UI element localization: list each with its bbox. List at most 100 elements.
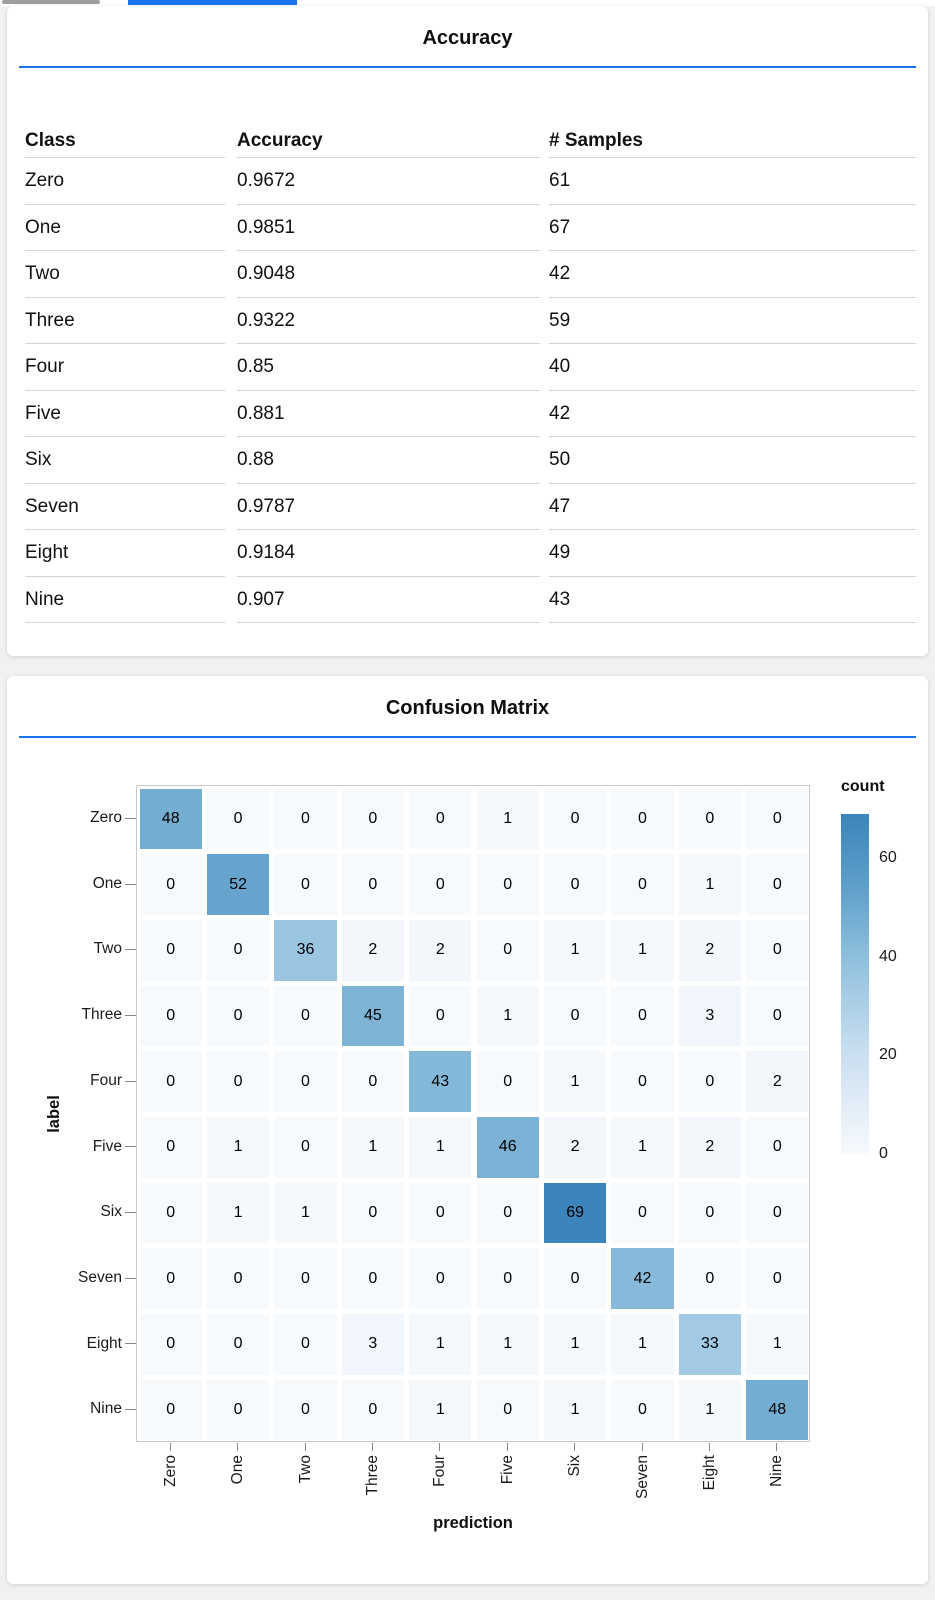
heatmap-cell-value: 0 <box>233 941 243 959</box>
heatmap-cell: 2 <box>746 1051 809 1112</box>
heatmap-cell: 0 <box>139 1182 202 1244</box>
heatmap-cell: 0 <box>678 1248 742 1310</box>
legend-tick-label: 20 <box>879 1046 897 1064</box>
active-tab-indicator <box>128 0 297 5</box>
heatmap-cell: 0 <box>341 788 405 850</box>
cell-class: One <box>25 205 225 251</box>
cell-samples: 61 <box>549 158 916 205</box>
column-header-samples: # Samples <box>549 68 916 158</box>
table-body: Zero 0.9672 61 One 0.9851 67 Two 0.9048 42 Three 0… <box>25 158 916 623</box>
heatmap-cell: 0 <box>678 788 742 850</box>
accuracy-card-title: Accuracy <box>422 27 513 49</box>
heatmap-cell-value: 0 <box>435 1269 445 1287</box>
heatmap-cell: 0 <box>274 1051 337 1112</box>
x-axis-label: Zero <box>161 1455 179 1487</box>
heatmap-cell: 1 <box>476 1314 539 1375</box>
cell-samples: 40 <box>549 344 916 391</box>
heatmap-cell: 0 <box>139 1314 202 1375</box>
cell-accuracy: 0.9322 <box>237 298 540 344</box>
heatmap-cell: 0 <box>139 919 202 981</box>
heatmap-cell-value: 1 <box>368 1138 378 1156</box>
scrollbar-thumb[interactable] <box>2 0 100 4</box>
heatmap-cell-value: 0 <box>638 1072 647 1090</box>
heatmap-cell: 0 <box>139 985 202 1047</box>
table-row: Two 0.9048 42 <box>25 251 916 298</box>
heatmap-cell: 0 <box>206 1314 270 1375</box>
cell-samples: 49 <box>549 530 916 577</box>
heatmap-cell-value: 0 <box>772 809 782 827</box>
column-header-accuracy: Accuracy <box>237 68 540 158</box>
heatmap-cell-value: 0 <box>705 1269 715 1287</box>
heatmap-cell-value: 0 <box>772 1138 782 1156</box>
heatmap-cell: 0 <box>476 919 539 981</box>
x-axis-tick <box>574 1443 576 1451</box>
heatmap-cell: 0 <box>611 854 674 915</box>
cell-accuracy: 0.907 <box>237 577 540 623</box>
heatmap-cell-value: 43 <box>431 1072 450 1090</box>
cell-accuracy: 0.881 <box>237 391 540 437</box>
heatmap-cell: 0 <box>746 1117 809 1178</box>
x-axis-label: Eight <box>700 1455 718 1491</box>
cell-accuracy: 0.9787 <box>237 484 540 530</box>
heatmap-cell: 0 <box>476 1182 539 1244</box>
confusion-matrix-card-title: Confusion Matrix <box>385 697 550 719</box>
table-row: Four 0.85 40 <box>25 344 916 391</box>
y-axis-label: One <box>92 874 122 892</box>
heatmap-cell: 0 <box>274 1314 337 1375</box>
heatmap-cell: 42 <box>611 1248 674 1310</box>
heatmap-cell-value: 0 <box>638 1401 647 1419</box>
cell-samples: 47 <box>549 484 916 530</box>
heatmap-cell: 0 <box>274 1248 337 1310</box>
heatmap-cell-value: 0 <box>638 809 647 827</box>
heatmap-cell-value: 0 <box>368 1072 378 1090</box>
heatmap-cell: 0 <box>139 1117 202 1178</box>
heatmap-cell-value: 0 <box>772 1006 782 1024</box>
x-axis-tick <box>776 1443 778 1451</box>
heatmap-cell: 0 <box>274 854 337 915</box>
cell-class: Eight <box>25 530 225 577</box>
table-row: Eight 0.9184 49 <box>25 530 916 577</box>
heatmap-cell: 0 <box>746 1248 809 1310</box>
heatmap-cell-value: 48 <box>161 809 180 827</box>
y-axis-label: Eight <box>86 1334 122 1352</box>
y-axis-label: Seven <box>78 1268 122 1286</box>
heatmap-cell: 3 <box>341 1314 405 1375</box>
heatmap-cell-value: 0 <box>570 1269 580 1287</box>
legend-title: count <box>841 778 885 795</box>
heatmap-cell-value: 0 <box>435 1204 445 1222</box>
heatmap-cell: 3 <box>678 985 742 1047</box>
heatmap-cell: 0 <box>611 1379 674 1441</box>
heatmap-cell: 2 <box>543 1117 607 1178</box>
heatmap-cell-value: 2 <box>772 1072 782 1090</box>
heatmap-cell: 1 <box>274 1182 337 1244</box>
heatmap-cell: 0 <box>274 1379 337 1441</box>
heatmap-cell: 1 <box>409 1379 472 1441</box>
y-axis-label: Six <box>100 1203 122 1221</box>
heatmap-cell-value: 0 <box>233 1072 243 1090</box>
heatmap-cell: 0 <box>341 1051 405 1112</box>
x-axis-tick <box>169 1443 171 1451</box>
heatmap-cell: 1 <box>678 1379 742 1441</box>
heatmap-cell-value: 0 <box>772 1269 782 1287</box>
heatmap-cell-value: 1 <box>233 1138 243 1156</box>
heatmap-cell: 0 <box>678 1051 742 1112</box>
heatmap-cell-value: 0 <box>772 941 782 959</box>
x-axis-tick <box>641 1443 643 1451</box>
y-axis-tick <box>125 1146 136 1148</box>
heatmap-cell-value: 0 <box>503 1204 513 1222</box>
heatmap-cell-value: 0 <box>301 1006 310 1024</box>
heatmap-cell-value: 2 <box>570 1138 580 1156</box>
x-axis-tick <box>371 1443 373 1451</box>
heatmap-cell-value: 1 <box>570 1401 580 1419</box>
heatmap-cell-value: 1 <box>503 1006 513 1024</box>
cell-class: Zero <box>25 158 225 205</box>
heatmap-cell-value: 2 <box>705 1138 715 1156</box>
y-axis-tick <box>125 1409 136 1411</box>
top-strip <box>0 0 935 6</box>
cell-class: Seven <box>25 484 225 530</box>
heatmap-cell-value: 0 <box>301 1138 310 1156</box>
x-axis-label: Six <box>566 1455 584 1477</box>
heatmap-cell-value: 1 <box>503 809 513 827</box>
heatmap-cell: 2 <box>409 919 472 981</box>
y-axis-tick <box>125 949 136 951</box>
